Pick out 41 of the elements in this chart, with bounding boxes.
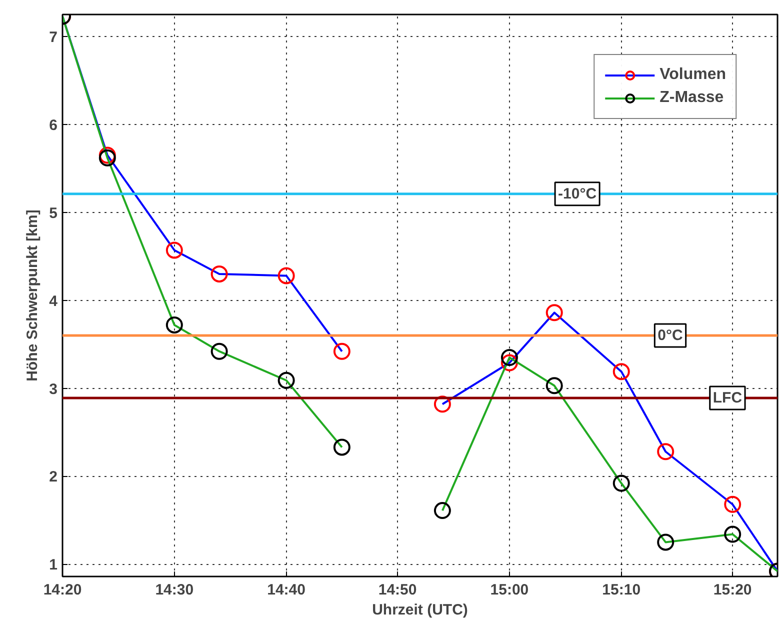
legend-label: Volumen (660, 66, 726, 84)
y-tick-label: 2 (49, 468, 58, 486)
x-tick-label: 14:20 (43, 582, 82, 598)
point (546, 377, 563, 394)
point (333, 342, 350, 360)
point (278, 267, 295, 284)
y-tick-label: 5 (49, 204, 58, 222)
ref-line-label: 0°C (658, 327, 684, 344)
point (500, 354, 518, 372)
ref-line-label: -10°C (558, 185, 597, 202)
y-tick-label: 3 (49, 380, 58, 398)
point (166, 316, 183, 334)
point (724, 496, 742, 513)
point (724, 526, 742, 543)
x-tick-label: 15:00 (490, 582, 529, 598)
legend-label: Z-Masse (660, 89, 724, 107)
point (434, 396, 451, 413)
point (546, 304, 563, 322)
point (278, 372, 295, 389)
point (657, 443, 674, 460)
y-tick-label: 4 (49, 292, 58, 310)
x-tick-label: 15:10 (602, 582, 641, 598)
point (500, 349, 518, 366)
point (210, 265, 228, 282)
point (210, 342, 228, 360)
y-axis-title: Höhe Schwerpunkt [km] (24, 210, 42, 382)
point (612, 474, 630, 492)
y-tick-label: 1 (49, 556, 58, 574)
x-tick-label: 15:20 (713, 582, 752, 598)
y-tick-label: 7 (49, 28, 58, 46)
point (333, 438, 350, 456)
point (612, 363, 630, 380)
x-tick-label: 14:30 (155, 582, 194, 598)
x-axis-title: Uhrzeit (UTC) (372, 602, 468, 618)
point (657, 534, 674, 551)
y-tick-label: 6 (49, 116, 58, 134)
x-tick-label: 14:50 (378, 582, 417, 598)
x-tick-label: 14:40 (267, 582, 306, 598)
point (434, 502, 451, 520)
point (166, 242, 183, 259)
ref-line-label: LFC (712, 389, 742, 406)
